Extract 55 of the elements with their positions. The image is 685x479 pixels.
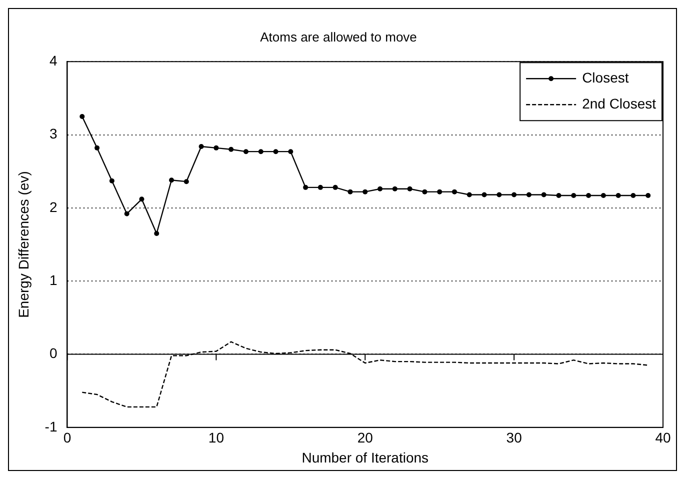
- legend-label: 2nd Closest: [582, 95, 656, 112]
- point: [437, 189, 442, 194]
- y-tick-label: 0: [49, 345, 58, 362]
- point: [541, 192, 546, 198]
- point: [496, 192, 502, 198]
- y-tick-label: 1: [49, 272, 58, 288]
- point: [154, 231, 160, 236]
- x-tick-label: 30: [506, 430, 522, 446]
- x-tick-label: 40: [655, 430, 671, 446]
- point: [318, 184, 323, 190]
- point: [407, 186, 412, 192]
- point: [80, 114, 85, 119]
- legend-label: Closest: [582, 69, 629, 86]
- point: [392, 186, 398, 192]
- point: [124, 211, 130, 216]
- point: [109, 178, 114, 184]
- point: [482, 192, 487, 198]
- point: [228, 146, 234, 152]
- point: [362, 189, 368, 194]
- point: [214, 145, 219, 150]
- point: [600, 192, 606, 198]
- point: [348, 189, 353, 194]
- x-axis-title: Number of Iterations: [302, 449, 429, 466]
- point: [243, 149, 248, 154]
- point: [526, 192, 532, 198]
- x-tick-label: 10: [208, 430, 224, 446]
- point: [466, 192, 472, 198]
- y-tick-label: 3: [49, 126, 58, 142]
- point: [616, 192, 621, 198]
- y-tick-label: 4: [49, 52, 58, 68]
- point: [378, 186, 383, 192]
- point: [586, 192, 592, 198]
- point: [646, 192, 651, 198]
- point: [94, 145, 100, 150]
- point: [422, 189, 428, 194]
- point: [303, 184, 308, 190]
- point: [184, 179, 189, 184]
- point: [169, 178, 174, 183]
- point: [556, 192, 562, 198]
- x-tick-label: 20: [357, 430, 374, 446]
- x-tick-label: 0: [63, 430, 72, 446]
- point: [198, 144, 204, 149]
- point: [332, 184, 338, 190]
- y-tick-label: -1: [44, 418, 58, 434]
- y-axis-title: Energy Differences (ev): [15, 171, 32, 318]
- point: [288, 149, 294, 154]
- point: [258, 149, 264, 154]
- chart-title: Atoms are allowed to move: [260, 29, 417, 44]
- point: [452, 189, 457, 194]
- point: [630, 192, 636, 198]
- point: [139, 196, 144, 202]
- point: [571, 192, 576, 198]
- point: [512, 192, 517, 198]
- y-tick-label: 2: [49, 198, 58, 215]
- point: [273, 149, 278, 154]
